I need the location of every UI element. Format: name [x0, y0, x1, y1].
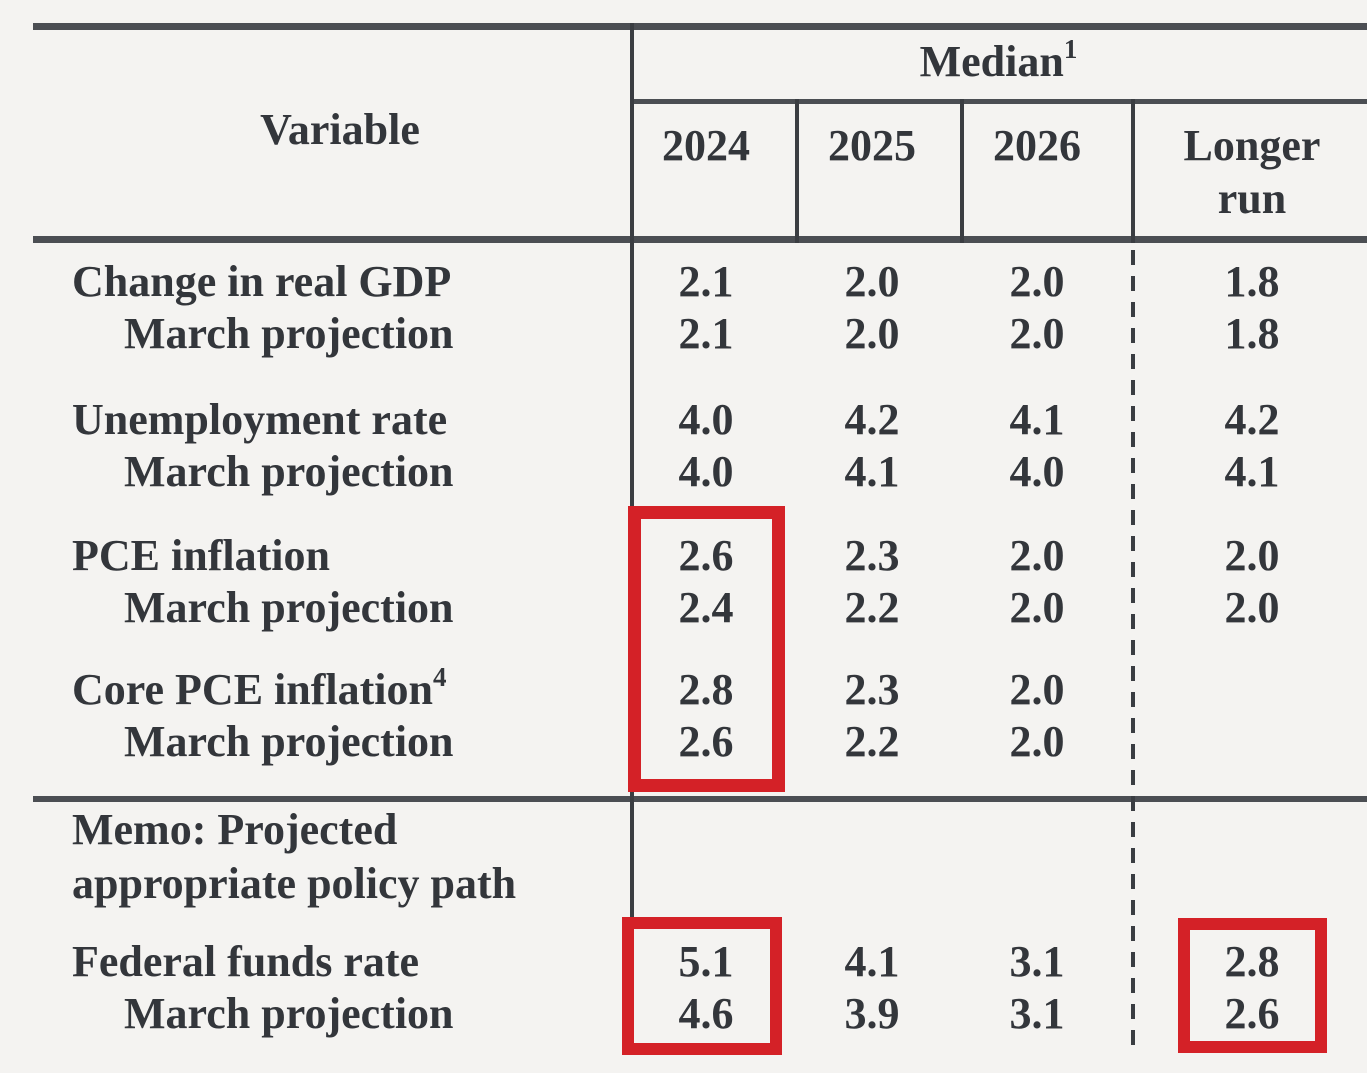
highlight-box-fed-funds-longer-run — [1178, 918, 1327, 1053]
core-pce-footnote-superscript: 4 — [432, 662, 447, 692]
cell-value: 4.2 — [1224, 395, 1280, 444]
cell-value: 2.1 — [678, 309, 734, 358]
cell-value — [1177, 714, 1327, 770]
cell-value: 2.6 — [1224, 989, 1280, 1038]
cell-value: 2.3 — [844, 665, 900, 714]
divider-2026-longer-run-header — [1131, 99, 1135, 243]
row-label: March projection — [124, 989, 454, 1038]
column-header-2024: 2024 — [662, 121, 750, 170]
cell-value: 2.6 — [678, 531, 734, 580]
row-label: Federal funds rate — [72, 937, 420, 986]
cell-value: 4.2 — [844, 395, 900, 444]
row-label: March projection — [124, 583, 454, 632]
memo-section-rule — [33, 796, 1367, 802]
cell-value: 2.0 — [1009, 531, 1065, 580]
variable-column-header: Variable — [260, 105, 420, 154]
cell-value: 1.8 — [1224, 257, 1280, 306]
divider-2025-2026 — [960, 99, 964, 243]
memo-label-line2: appropriate policy path — [72, 859, 517, 908]
memo-label-line1: Memo: Projected — [72, 805, 398, 854]
cell-value: 2.0 — [1009, 717, 1065, 766]
cell-value: 4.0 — [678, 395, 734, 444]
cell-value: 3.1 — [1009, 937, 1065, 986]
median-underline-rule — [630, 99, 1367, 104]
cell-value: 2.0 — [844, 257, 900, 306]
cell-value: 4.0 — [678, 447, 734, 496]
row-label: March projection — [124, 309, 454, 358]
row-label: March projection — [124, 447, 454, 496]
cell-value: 4.0 — [1009, 447, 1065, 496]
cell-value: 2.4 — [678, 583, 734, 632]
cell-value: 4.1 — [844, 937, 900, 986]
cell-value: 4.1 — [844, 447, 900, 496]
cell-value: 2.8 — [678, 665, 734, 714]
highlight-box-fed-funds-2024 — [622, 917, 782, 1055]
cell-value: 2.2 — [844, 717, 900, 766]
cell-value: 4.6 — [678, 989, 734, 1038]
cell-value: 2.0 — [1224, 583, 1280, 632]
row-label: PCE inflation — [72, 531, 330, 580]
row-label: Core PCE inflation4 — [72, 662, 447, 715]
cell-value: 2.6 — [678, 717, 734, 766]
column-header-2026: 2026 — [993, 121, 1081, 170]
cell-value: 2.3 — [844, 531, 900, 580]
cell-value: 2.8 — [1224, 937, 1280, 986]
cell-value — [1177, 662, 1327, 718]
cell-value: 3.9 — [844, 989, 900, 1038]
cell-value: 2.0 — [1009, 257, 1065, 306]
cell-value: 2.0 — [1009, 665, 1065, 714]
cell-value: 2.0 — [1009, 583, 1065, 632]
cell-value: 2.1 — [678, 257, 734, 306]
cell-value: 2.0 — [1224, 531, 1280, 580]
cell-value: 3.1 — [1009, 989, 1065, 1038]
column-header-2025: 2025 — [828, 121, 916, 170]
cell-value: 4.1 — [1009, 395, 1065, 444]
highlight-box-pce-core-2024 — [628, 506, 785, 792]
row-label: March projection — [124, 717, 454, 766]
cell-value: 5.1 — [678, 937, 734, 986]
column-header-longer-run-line1: Longer — [1183, 121, 1321, 170]
row-label: Change in real GDP — [72, 257, 452, 306]
median-group-header: Median1 — [919, 34, 1078, 87]
cell-value: 4.1 — [1224, 447, 1280, 496]
cell-value: 2.0 — [1009, 309, 1065, 358]
row-label: Unemployment rate — [72, 395, 448, 444]
longer-run-dashed-divider — [1131, 250, 1135, 1055]
cell-value: 2.2 — [844, 583, 900, 632]
divider-2024-2025 — [795, 99, 799, 243]
cell-value: 2.0 — [844, 309, 900, 358]
column-header-longer-run-line2: run — [1217, 174, 1287, 223]
median-footnote-superscript: 1 — [1063, 34, 1078, 64]
table-top-rule — [33, 23, 1367, 30]
cell-value: 1.8 — [1224, 309, 1280, 358]
header-bottom-rule — [33, 236, 1367, 243]
